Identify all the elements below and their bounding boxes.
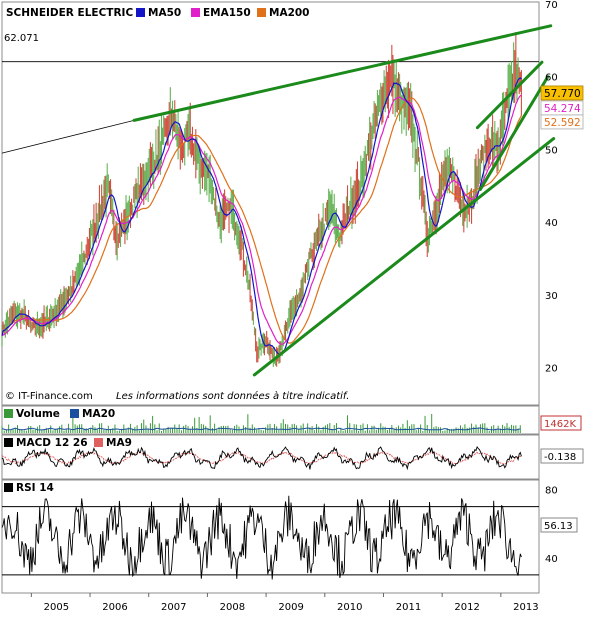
legend-swatch-ma200 — [257, 8, 266, 17]
x-tick-label-2011: 2011 — [396, 602, 421, 613]
trendline-upper-resistance — [132, 24, 553, 122]
x-tick-label-2009: 2009 — [278, 602, 303, 613]
rsi-lines — [1, 495, 539, 580]
macd-lines — [1, 446, 522, 471]
macd-line — [1, 446, 522, 471]
rsi-panel-frame — [1, 479, 540, 594]
rsi-line — [1, 495, 522, 580]
macd-signal-legend-swatch — [94, 438, 103, 447]
price-tick-label-60: 60 — [545, 73, 558, 84]
macd-last-value: -0.138 — [544, 452, 576, 463]
rsi-last-value: 56.13 — [544, 521, 573, 532]
ema150-line — [1, 94, 522, 345]
last-price-box — [540, 85, 584, 101]
last-ema150-value: 54.274 — [544, 103, 581, 115]
macd-panel-frame — [1, 434, 540, 480]
price-tick-label-20: 20 — [545, 364, 558, 375]
volume-last-value-box — [540, 415, 582, 431]
volume-bars — [1, 413, 521, 433]
x-axis: 2005 2006 2007 2008 2009 2010 2011 2012 2013 — [30, 593, 539, 613]
reference-line-label: 62.071 — [4, 33, 39, 44]
trendline-lower-support — [252, 137, 556, 377]
x-tick-label-2005: 2005 — [44, 602, 69, 613]
macd-legend-label: MACD 12 26 — [16, 437, 88, 449]
rsi-tick-label-80: 80 — [545, 486, 558, 497]
x-tick-label-2006: 2006 — [102, 602, 127, 613]
rsi-legend-swatch — [4, 483, 13, 492]
last-ma200-box — [540, 114, 584, 130]
disclaimer-text: Les informations sont données à titre in… — [116, 390, 349, 402]
last-ma200-value: 52.592 — [544, 117, 581, 129]
ma50-line — [1, 77, 522, 356]
ma200-line — [1, 97, 522, 344]
x-tick-label-2013: 2013 — [513, 602, 538, 613]
moving-average-lines — [1, 77, 522, 356]
trendlines — [132, 24, 556, 377]
last-price-value: 57.770 — [544, 88, 581, 100]
x-tick-label-2012: 2012 — [454, 602, 479, 613]
volume-ma20-line — [1, 427, 521, 431]
volume-legend-label: Volume — [16, 408, 60, 420]
price-tick-label-30: 30 — [545, 291, 558, 302]
macd-last-value-box — [540, 448, 584, 464]
price-grid — [1, 61, 539, 154]
legend-label-ema150: EMA150 — [203, 7, 251, 19]
trendline-channel-upper — [475, 60, 544, 130]
price-panel-frame — [1, 1, 540, 406]
extension-line — [1, 119, 135, 154]
volume-legend-swatch — [4, 409, 13, 418]
price-tick-label-50: 50 — [545, 145, 558, 156]
legend-label-ma200: MA200 — [269, 7, 310, 19]
rsi-axis-labels: 40 80 — [545, 486, 558, 565]
legend-swatch-ema150 — [191, 8, 200, 17]
rsi-last-value-box — [540, 517, 578, 533]
price-axis-labels: 20 30 40 50 60 70 — [545, 0, 558, 375]
x-tick-label-2010: 2010 — [337, 602, 362, 613]
volume-ma-legend-label: MA20 — [82, 408, 115, 420]
legend-label-ma50: MA50 — [148, 7, 181, 19]
copyright-text: © IT-Finance.com — [5, 391, 93, 402]
legend-swatch-ma50 — [136, 8, 145, 17]
price-tick-label-70: 70 — [545, 0, 558, 11]
trendline-channel-lower — [478, 75, 550, 191]
macd-legend-swatch — [4, 438, 13, 447]
price-tick-label-40: 40 — [545, 218, 558, 229]
rsi-legend-label: RSI 14 — [16, 482, 54, 494]
last-value-tags: 57.770 54.274 52.592 — [540, 85, 584, 130]
price-legend: SCHNEIDER ELECTRIC MA50 EMA150 MA200 — [6, 7, 310, 19]
macd-signal-legend-label: MA9 — [106, 437, 132, 449]
chart-title: SCHNEIDER ELECTRIC — [6, 7, 133, 19]
volume-ma-legend-swatch — [70, 409, 79, 418]
rsi-tick-label-40: 40 — [545, 554, 558, 565]
volume-last-value: 1462K — [544, 419, 576, 430]
x-tick-label-2008: 2008 — [220, 602, 245, 613]
x-tick-label-2007: 2007 — [161, 602, 186, 613]
